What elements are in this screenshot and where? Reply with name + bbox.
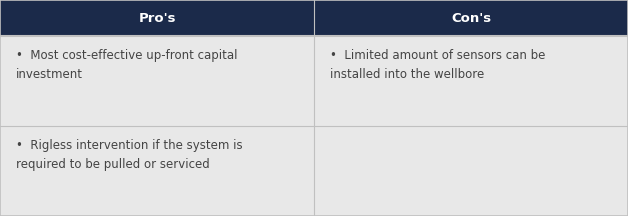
Bar <box>314 126 628 216</box>
Bar <box>0 0 628 36</box>
Bar <box>0 126 314 216</box>
Text: Pro's: Pro's <box>138 12 176 25</box>
Text: Con's: Con's <box>451 12 491 25</box>
Bar <box>0 36 314 126</box>
Text: •  Most cost-effective up-front capital
investment: • Most cost-effective up-front capital i… <box>16 49 237 81</box>
Text: •  Rigless intervention if the system is
required to be pulled or serviced: • Rigless intervention if the system is … <box>16 139 242 171</box>
Text: •  Limited amount of sensors can be
installed into the wellbore: • Limited amount of sensors can be insta… <box>330 49 545 81</box>
Bar <box>314 36 628 126</box>
